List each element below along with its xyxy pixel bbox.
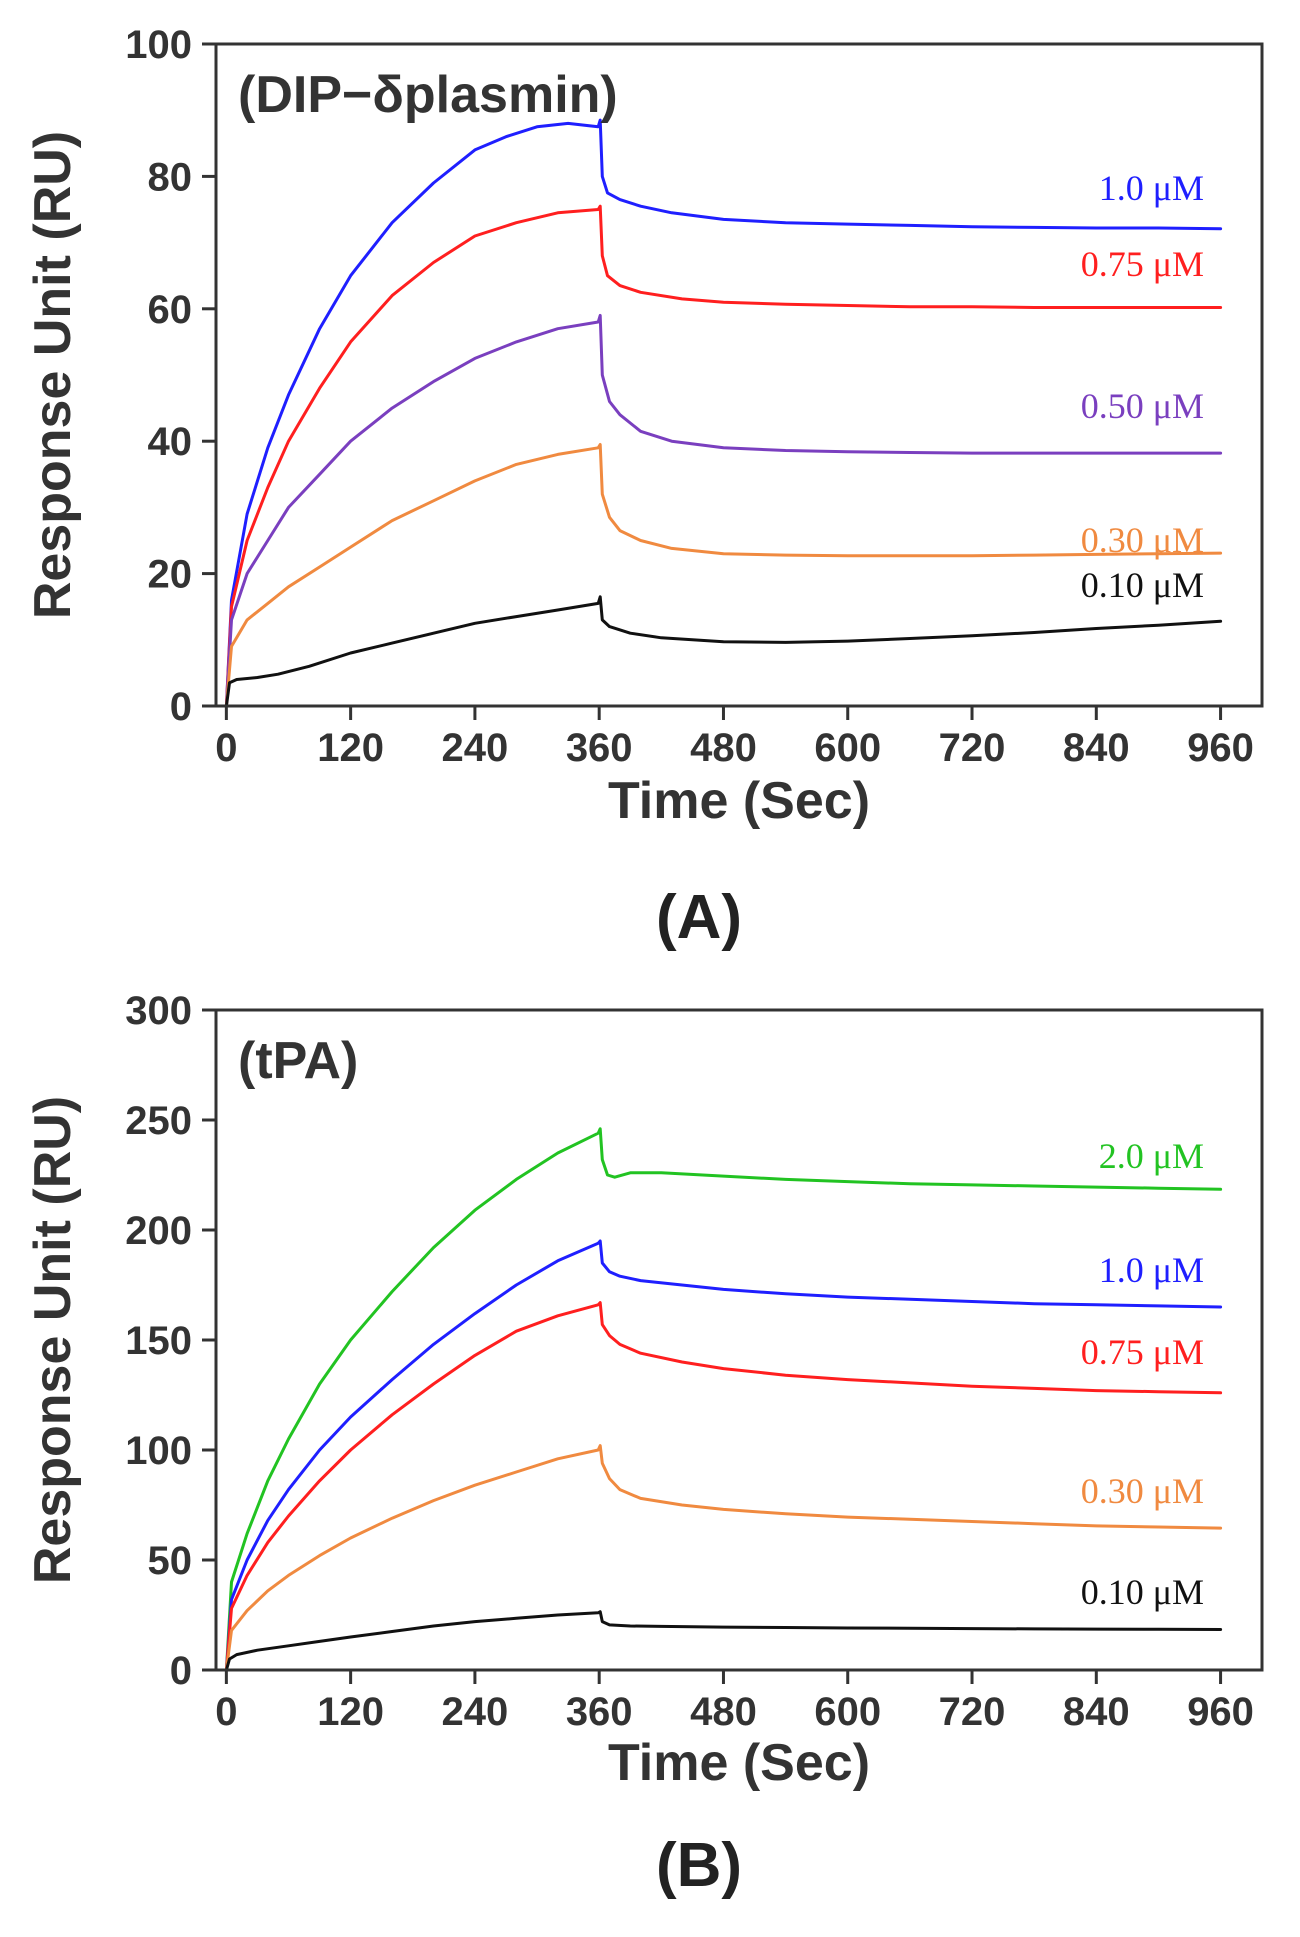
series-label: 0.30 μM (1081, 1471, 1204, 1511)
y-tick-label: 20 (148, 553, 193, 597)
x-tick-label: 360 (566, 726, 633, 770)
series-label: 0.30 μM (1081, 520, 1204, 560)
y-tick-label: 100 (125, 23, 192, 67)
x-tick-label: 960 (1187, 1690, 1254, 1734)
y-tick-label: 250 (125, 1099, 192, 1143)
series-label: 0.10 μM (1081, 565, 1204, 605)
x-tick-label: 720 (939, 726, 1006, 770)
x-tick-label: 600 (814, 726, 881, 770)
series-label: 0.75 μM (1081, 244, 1204, 284)
series-line-4 (224, 595, 1223, 708)
series-line-3 (224, 443, 1223, 708)
y-tick-label: 0 (170, 685, 192, 729)
x-tick-label: 600 (814, 1690, 881, 1734)
y-tick-label: 150 (125, 1319, 192, 1363)
x-tick-label: 0 (215, 1690, 237, 1734)
series-line-0 (224, 118, 1223, 708)
x-tick-label: 960 (1187, 726, 1254, 770)
x-tick-label: 840 (1063, 1690, 1130, 1734)
y-tick-label: 60 (148, 288, 193, 332)
panel-a: 0 120 240 360 480 600 720 840 960 0 20 40 60 80 100 Tim… (24, 23, 1264, 952)
panel-label: (B) (656, 1831, 742, 1900)
inset-title: (tPA) (238, 1032, 358, 1090)
x-axis-label: Time (Sec) (608, 1734, 870, 1792)
x-axis-label: Time (Sec) (608, 772, 870, 830)
y-axis-label: Response Unit (RU) (24, 1096, 82, 1584)
x-tick-label: 480 (690, 726, 757, 770)
series-label: 1.0 μM (1099, 1250, 1204, 1290)
panel-label: (A) (656, 883, 742, 952)
y-tick-label: 0 (170, 1649, 192, 1693)
series-line-3 (224, 1444, 1223, 1672)
x-tick-label: 240 (442, 726, 509, 770)
y-tick-label: 300 (125, 989, 192, 1033)
series-line-2 (224, 313, 1223, 708)
y-tick-label: 200 (125, 1209, 192, 1253)
x-tick-label: 720 (939, 1690, 1006, 1734)
y-tick-label: 50 (148, 1539, 193, 1583)
y-tick-label: 100 (125, 1429, 192, 1473)
series-line-1 (224, 204, 1223, 708)
x-tick-label: 360 (566, 1690, 633, 1734)
x-tick-label: 240 (442, 1690, 509, 1734)
x-tick-label: 480 (690, 1690, 757, 1734)
y-tick-label: 80 (148, 155, 193, 199)
x-tick-label: 840 (1063, 726, 1130, 770)
x-tick-label: 120 (317, 726, 384, 770)
series-label: 0.10 μM (1081, 1572, 1204, 1612)
series-line-0 (224, 1127, 1223, 1672)
series-line-4 (224, 1610, 1223, 1672)
inset-title: (DIP−δplasmin) (238, 66, 618, 124)
series-label: 1.0 μM (1099, 168, 1204, 208)
series-line-2 (224, 1301, 1223, 1672)
y-axis-label: Response Unit (RU) (24, 131, 82, 619)
series-line-1 (224, 1239, 1223, 1672)
x-tick-label: 0 (215, 726, 237, 770)
series-label: 0.50 μM (1081, 386, 1204, 426)
series-label: 0.75 μM (1081, 1332, 1204, 1372)
x-tick-label: 120 (317, 1690, 384, 1734)
plot-frame (214, 42, 1264, 708)
y-tick-label: 40 (148, 420, 193, 464)
panel-b: 0 120 240 360 480 600 720 840 960 0 50 100 150 200 250… (24, 989, 1264, 1900)
series-label: 2.0 μM (1099, 1136, 1204, 1176)
